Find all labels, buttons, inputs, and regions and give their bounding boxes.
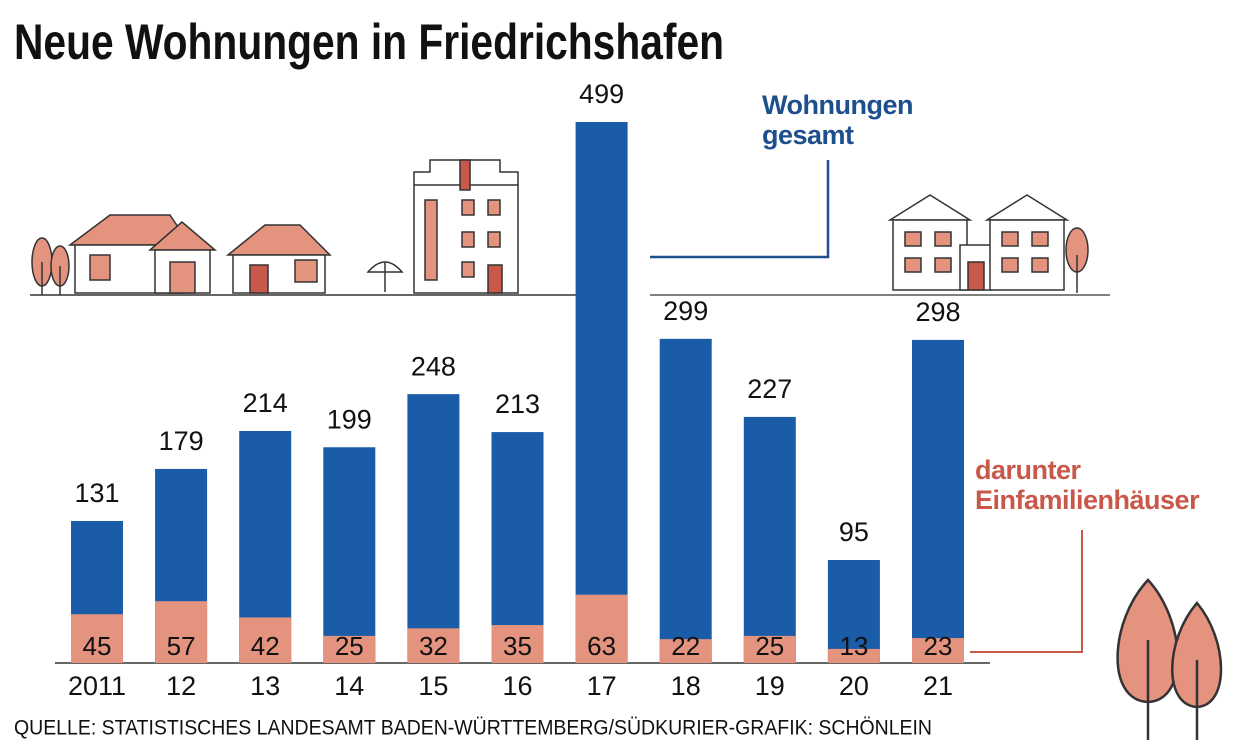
chart-title: Neue Wohnungen in Friedrichshafen (14, 14, 724, 70)
value-label: 45 (83, 631, 112, 661)
legend-leader (970, 530, 1083, 653)
x-tick-label: 16 (502, 671, 532, 701)
bar (575, 594, 628, 663)
x-tick-label: 21 (923, 671, 953, 701)
value-label: 299 (663, 296, 708, 326)
value-label: 298 (915, 297, 960, 327)
value-label: 248 (411, 351, 456, 381)
value-label: 32 (419, 631, 448, 661)
legend-label: darunter Einfamilienhäuser (975, 455, 1200, 515)
value-label: 214 (243, 388, 288, 418)
value-label: 131 (74, 478, 119, 508)
legend-leader (650, 160, 830, 259)
x-tick-label: 19 (755, 671, 785, 701)
value-label: 499 (579, 79, 624, 109)
legend-label: Wohnungen gesamt (762, 90, 913, 150)
value-label: 42 (251, 631, 280, 661)
legend-entry: darunter Einfamilienhäuser (975, 455, 1200, 515)
bar (71, 614, 123, 663)
decoration (30, 159, 1223, 740)
legend-entry: Wohnungen gesamt (762, 90, 913, 150)
source: QUELLE: STATISTISCHES LANDESAMT BADEN-WÜ… (14, 717, 932, 740)
value-label: 213 (495, 389, 540, 419)
bar (912, 638, 964, 663)
value-label: 22 (671, 631, 700, 661)
x-tick-label: 13 (250, 671, 280, 701)
value-label: 25 (755, 631, 784, 661)
bar (323, 447, 376, 663)
value-label: 23 (924, 631, 953, 661)
bar (155, 601, 208, 663)
value-label: 95 (839, 517, 869, 547)
bar (827, 560, 880, 663)
bar (239, 617, 292, 663)
x-tick-label: 17 (587, 671, 617, 701)
value-label: 63 (587, 631, 616, 661)
x-tick-label: 12 (166, 671, 196, 701)
x-tick-label: 20 (839, 671, 869, 701)
bar (659, 338, 712, 663)
x-tick-label: 15 (418, 671, 448, 701)
bar (912, 339, 964, 663)
value-label: 13 (839, 631, 868, 661)
bar (659, 639, 712, 663)
value-label: 227 (747, 374, 792, 404)
value-label: 199 (327, 404, 372, 434)
bar (743, 416, 796, 663)
value-label: 25 (335, 631, 364, 661)
bar (743, 635, 796, 663)
value-label: 179 (159, 426, 204, 456)
bar (323, 635, 376, 663)
bar (575, 122, 628, 663)
bar (407, 628, 460, 663)
value-label: 35 (503, 631, 532, 661)
value-label: 57 (167, 631, 196, 661)
bar (491, 432, 544, 663)
x-tick-label: 18 (671, 671, 701, 701)
bar (827, 648, 880, 663)
bar (407, 394, 460, 663)
x-tick-label: 2011 (68, 671, 126, 701)
x-tick-label: 14 (334, 671, 364, 701)
bar (491, 625, 544, 663)
